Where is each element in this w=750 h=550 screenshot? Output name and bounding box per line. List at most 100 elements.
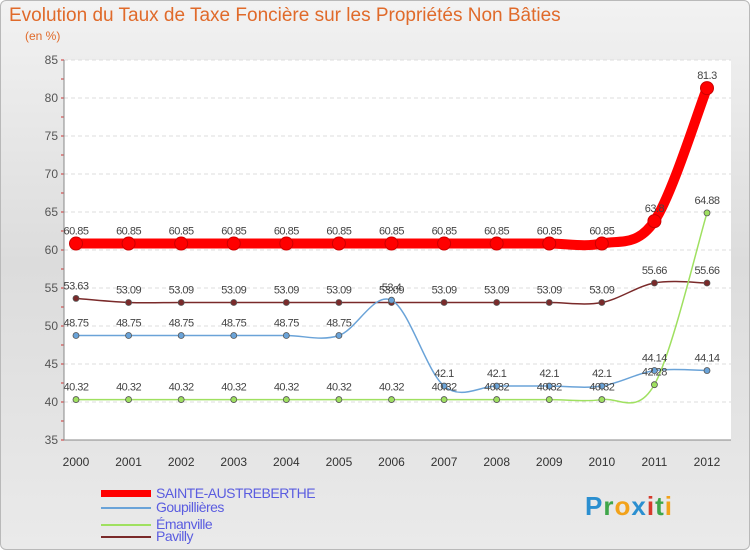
data-point — [651, 367, 658, 374]
legend-swatch — [101, 536, 151, 538]
data-label: 53.09 — [274, 285, 299, 297]
data-point — [72, 396, 80, 403]
data-label: 53.09 — [116, 285, 141, 297]
data-point — [335, 332, 343, 339]
x-tick-label: 2012 — [694, 455, 721, 469]
data-point — [72, 332, 80, 339]
x-tick-label: 2010 — [588, 455, 615, 469]
data-point — [388, 296, 395, 304]
data-point — [174, 236, 189, 251]
data-label: 60.85 — [537, 226, 562, 238]
data-label: 40.32 — [116, 382, 141, 394]
data-point — [703, 279, 711, 287]
data-label: 60.85 — [326, 226, 351, 238]
legend-label: SAINTE-AUSTREBERTHE — [156, 485, 316, 501]
legend-swatch — [101, 524, 151, 526]
y-tick-label: 75 — [45, 129, 59, 143]
data-point — [388, 396, 395, 403]
data-point — [282, 332, 290, 339]
data-point — [545, 299, 553, 306]
data-label: 64.88 — [694, 195, 719, 207]
data-label: 53.09 — [169, 285, 194, 297]
data-point — [598, 382, 606, 390]
data-label: 42.1 — [434, 368, 454, 380]
data-point — [703, 367, 711, 374]
data-point — [125, 332, 132, 339]
data-label: 40.32 — [63, 382, 88, 394]
data-point — [489, 236, 504, 251]
data-label: 55.66 — [694, 265, 719, 277]
data-point — [230, 396, 238, 403]
data-point — [598, 299, 606, 306]
data-label: 60.85 — [274, 226, 299, 238]
x-tick-label: 2008 — [483, 455, 510, 469]
data-label: 40.32 — [274, 382, 299, 394]
data-label: 40.32 — [589, 382, 614, 394]
data-point — [230, 299, 238, 306]
y-axis-unit: (en %) — [25, 29, 61, 43]
data-point — [226, 236, 241, 251]
data-point — [282, 396, 290, 403]
data-label: 60.85 — [63, 226, 88, 238]
data-point — [440, 396, 448, 403]
data-label: 42.1 — [540, 368, 560, 380]
data-label: 60.85 — [169, 226, 194, 238]
data-point — [230, 332, 238, 339]
data-point — [72, 295, 80, 302]
data-point — [545, 396, 553, 403]
data-point — [440, 299, 448, 306]
data-label: 48.75 — [169, 318, 194, 330]
x-tick-label: 2002 — [168, 455, 195, 469]
data-point — [598, 396, 606, 403]
data-point — [282, 299, 290, 306]
data-label: 60.85 — [432, 226, 457, 238]
data-label: 60.85 — [221, 226, 246, 238]
y-tick-label: 70 — [45, 167, 59, 181]
data-label: 81.3 — [697, 70, 717, 82]
data-point — [279, 236, 294, 251]
data-label: 40.32 — [537, 382, 562, 394]
chart-title: Evolution du Taux de Taxe Foncière sur l… — [9, 5, 561, 26]
data-point — [703, 209, 711, 217]
data-label: 53.09 — [432, 285, 457, 297]
x-tick-label: 2005 — [326, 455, 353, 469]
x-tick-label: 2001 — [115, 455, 142, 469]
data-label: 42.28 — [642, 367, 667, 379]
data-point — [331, 236, 346, 251]
data-label: 48.75 — [116, 318, 141, 330]
data-label: 40.32 — [169, 382, 194, 394]
data-label: 42.1 — [592, 368, 612, 380]
x-tick-label: 2007 — [431, 455, 458, 469]
legend-label: Émanville — [156, 516, 213, 532]
y-tick-label: 80 — [45, 91, 59, 105]
x-tick-label: 2004 — [273, 455, 300, 469]
data-label: 40.32 — [221, 382, 246, 394]
data-point — [493, 299, 501, 306]
data-point — [651, 381, 658, 389]
data-point — [384, 236, 399, 251]
data-point — [651, 279, 658, 287]
x-tick-label: 2009 — [536, 455, 563, 469]
data-point — [335, 299, 343, 306]
data-label: 44.14 — [642, 353, 667, 365]
data-point — [594, 236, 609, 251]
data-point — [177, 299, 185, 306]
data-point — [493, 396, 501, 403]
y-tick-label: 35 — [45, 433, 59, 447]
y-tick-label: 50 — [45, 319, 59, 333]
legend-swatch — [101, 490, 151, 497]
legend-label: Goupillières — [156, 499, 224, 515]
data-label: 53.09 — [379, 285, 404, 297]
data-label: 53.4 — [382, 282, 402, 294]
data-label: 53.63 — [63, 280, 88, 292]
data-label: 53.09 — [537, 285, 562, 297]
y-tick-label: 55 — [45, 281, 59, 295]
y-tick-label: 65 — [45, 205, 59, 219]
data-label: 60.85 — [379, 226, 404, 238]
data-point — [177, 332, 185, 339]
x-tick-label: 2006 — [378, 455, 405, 469]
data-label: 40.32 — [484, 382, 509, 394]
x-tick-label: 2003 — [220, 455, 247, 469]
